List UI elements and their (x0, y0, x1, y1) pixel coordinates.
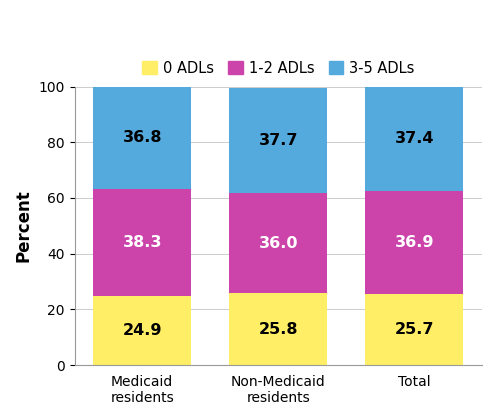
Bar (365, 87, 464, 191)
Text: 36.0: 36.0 (258, 236, 298, 251)
Text: 25.7: 25.7 (395, 322, 434, 337)
Y-axis label: Percent: Percent (15, 189, 33, 262)
Bar (229, 193, 328, 293)
Text: 24.9: 24.9 (122, 323, 162, 338)
Bar (93, 87, 191, 189)
Text: 36.8: 36.8 (122, 130, 162, 145)
Bar (93, 189, 191, 296)
Bar (365, 191, 464, 294)
Legend: 0 ADLs, 1-2 ADLs, 3-5 ADLs: 0 ADLs, 1-2 ADLs, 3-5 ADLs (136, 55, 420, 81)
Bar (365, 294, 464, 365)
Text: 25.8: 25.8 (258, 322, 298, 337)
Text: 38.3: 38.3 (122, 235, 162, 250)
Text: 37.4: 37.4 (395, 131, 434, 146)
Bar (229, 293, 328, 365)
Bar (93, 296, 191, 365)
Bar (229, 88, 328, 193)
Text: 37.7: 37.7 (258, 133, 298, 148)
Text: 36.9: 36.9 (395, 235, 434, 249)
